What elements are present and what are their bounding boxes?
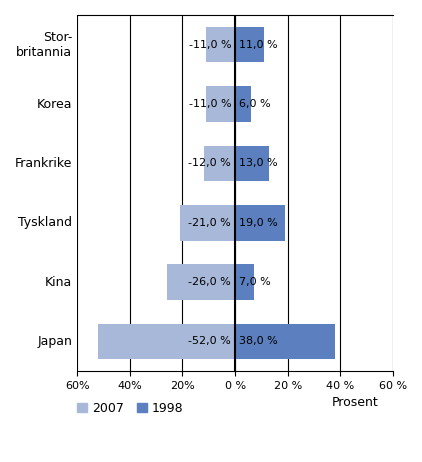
Text: -26,0 %: -26,0 %: [188, 277, 231, 287]
Bar: [203, 146, 235, 181]
Text: 11,0 %: 11,0 %: [239, 40, 278, 50]
Text: 19,0 %: 19,0 %: [239, 218, 278, 228]
Text: -12,0 %: -12,0 %: [188, 158, 231, 168]
Bar: [206, 86, 235, 122]
X-axis label: Prosent: Prosent: [332, 396, 379, 409]
Text: -21,0 %: -21,0 %: [188, 218, 231, 228]
Text: -52,0 %: -52,0 %: [188, 336, 231, 346]
Bar: [235, 264, 254, 300]
Text: 38,0 %: 38,0 %: [239, 336, 278, 346]
Bar: [235, 27, 264, 62]
Bar: [235, 86, 251, 122]
Legend: 2007, 1998: 2007, 1998: [77, 402, 183, 415]
Text: 7,0 %: 7,0 %: [239, 277, 271, 287]
Bar: [235, 323, 335, 359]
Text: -11,0 %: -11,0 %: [189, 99, 231, 109]
Text: 6,0 %: 6,0 %: [239, 99, 271, 109]
Bar: [206, 27, 235, 62]
Bar: [235, 205, 285, 241]
Text: -11,0 %: -11,0 %: [189, 40, 231, 50]
Bar: [98, 323, 235, 359]
Bar: [167, 264, 235, 300]
Text: 13,0 %: 13,0 %: [239, 158, 278, 168]
Bar: [180, 205, 235, 241]
Bar: [235, 146, 269, 181]
